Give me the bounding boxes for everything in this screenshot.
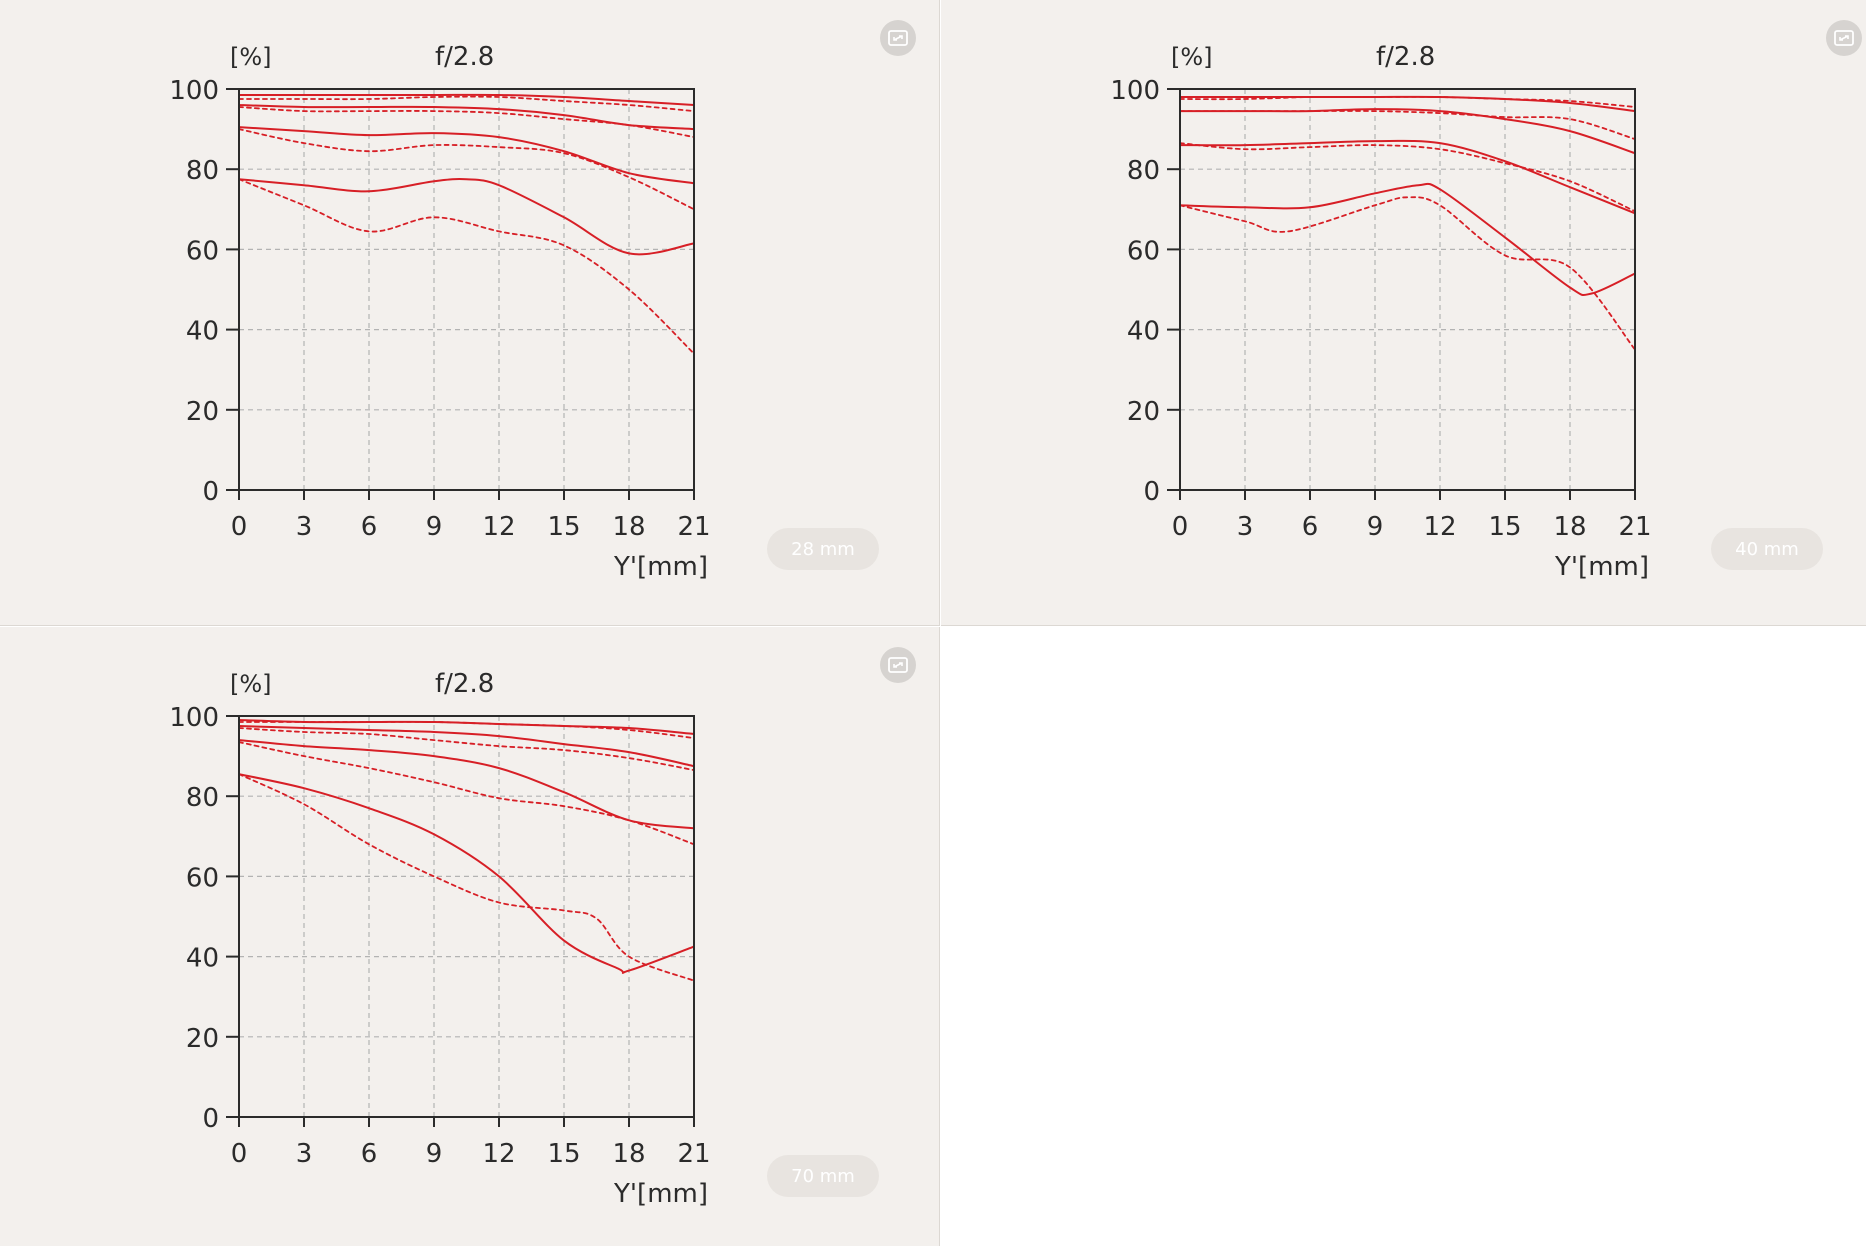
mtf-chart: 0 3 6 9 12 15 18 21 0 20 40 60 80 100 [%] f/2.8 Y'[mm] — [169, 42, 710, 582]
y-tick-label: 100 — [1110, 76, 1160, 106]
y-axis-label: [%] — [1171, 43, 1213, 71]
y-tick-label: 20 — [1127, 397, 1160, 427]
x-tick-label: 6 — [361, 1139, 378, 1169]
chart-panel-70mm: 0 3 6 9 12 15 18 21 0 20 40 60 80 100 [%] f/2.8 Y'[mm] 7… — [0, 627, 940, 1246]
y-tick-label: 0 — [202, 477, 219, 507]
focal-length-badge[interactable]: 28 mm — [767, 528, 879, 570]
x-tick-label: 6 — [1302, 512, 1319, 542]
mtf-series-dashed — [1179, 110, 1636, 140]
x-tick-label: 12 — [1423, 512, 1456, 542]
x-tick-label: 3 — [296, 512, 313, 542]
mtf-series-solid — [238, 177, 695, 256]
plot-frame — [238, 715, 695, 1118]
mtf-series-dashed — [238, 727, 695, 771]
mtf-series-solid — [238, 126, 695, 185]
mtf-series-dashed — [238, 106, 695, 138]
mtf-series-solid — [238, 773, 695, 974]
x-tick-label: 15 — [547, 1139, 580, 1169]
x-tick-label: 18 — [612, 1139, 645, 1169]
x-tick-label: 15 — [1488, 512, 1521, 542]
mtf-series-dashed — [238, 720, 695, 739]
y-tick-label: 60 — [186, 863, 219, 893]
x-tick-label: 21 — [677, 512, 710, 542]
expand-button[interactable] — [1826, 20, 1862, 56]
expand-button[interactable] — [880, 20, 916, 56]
plot-frame — [238, 88, 695, 491]
y-tick-label: 0 — [202, 1104, 219, 1134]
y-axis-label: [%] — [230, 43, 272, 71]
x-tick-label: 3 — [296, 1139, 313, 1169]
x-tick-label: 3 — [1237, 512, 1254, 542]
x-tick-label: 21 — [1618, 512, 1651, 542]
x-tick-label: 18 — [1553, 512, 1586, 542]
x-tick-label: 12 — [482, 1139, 515, 1169]
plot-frame — [1179, 88, 1636, 491]
y-tick-label: 100 — [169, 703, 219, 733]
mtf-series-dashed — [1179, 196, 1636, 351]
mtf-series-solid — [1179, 108, 1636, 155]
x-axis-label: Y'[mm] — [613, 1179, 708, 1209]
x-tick-label: 12 — [482, 512, 515, 542]
y-tick-label: 60 — [186, 236, 219, 266]
x-tick-label: 15 — [547, 512, 580, 542]
x-tick-label: 21 — [677, 1139, 710, 1169]
mtf-series-solid — [238, 725, 695, 768]
mtf-series-dashed — [238, 95, 695, 112]
expand-button[interactable] — [880, 647, 916, 683]
chart-title: f/2.8 — [1376, 42, 1435, 72]
x-tick-label: 0 — [1172, 512, 1189, 542]
x-tick-label: 0 — [231, 1139, 248, 1169]
expand-icon — [888, 30, 908, 46]
chart-panel-40mm: 0 3 6 9 12 15 18 21 0 20 40 60 80 100 [%] f/2.8 Y'[mm] 4… — [941, 0, 1866, 626]
mtf-series-dashed — [1179, 142, 1636, 213]
focal-length-badge[interactable]: 70 mm — [767, 1155, 879, 1197]
mtf-series-solid — [238, 739, 695, 830]
x-tick-label: 9 — [1367, 512, 1384, 542]
y-tick-label: 40 — [1127, 317, 1160, 347]
chart-title: f/2.8 — [435, 669, 494, 699]
x-axis-label: Y'[mm] — [1554, 552, 1649, 582]
mtf-series-solid — [238, 93, 695, 106]
x-tick-label: 9 — [426, 1139, 443, 1169]
y-tick-label: 0 — [1143, 477, 1160, 507]
expand-icon — [1834, 30, 1854, 46]
y-tick-label: 40 — [186, 317, 219, 347]
y-tick-label: 100 — [169, 76, 219, 106]
y-tick-label: 80 — [186, 156, 219, 186]
mtf-series-dashed — [238, 741, 695, 846]
mtf-series-dashed — [238, 128, 695, 211]
mtf-series-dashed — [238, 178, 695, 355]
chart-panel-28mm: 0 3 6 9 12 15 18 21 0 20 40 60 80 100 [%] f/2.8 Y'[mm] 2… — [0, 0, 940, 626]
y-tick-label: 60 — [1127, 236, 1160, 266]
y-tick-label: 20 — [186, 1024, 219, 1054]
x-tick-label: 18 — [612, 512, 645, 542]
y-tick-label: 80 — [1127, 156, 1160, 186]
y-tick-label: 20 — [186, 397, 219, 427]
mtf-chart: 0 3 6 9 12 15 18 21 0 20 40 60 80 100 [%] f/2.8 Y'[mm] — [1110, 42, 1651, 582]
mtf-series-dashed — [238, 773, 695, 982]
x-tick-label: 0 — [231, 512, 248, 542]
expand-icon — [888, 657, 908, 673]
mtf-series-solid — [1179, 139, 1636, 215]
mtf-series-dashed — [1179, 95, 1636, 108]
x-tick-label: 9 — [426, 512, 443, 542]
x-axis-label: Y'[mm] — [613, 552, 708, 582]
mtf-chart: 0 3 6 9 12 15 18 21 0 20 40 60 80 100 [%] f/2.8 Y'[mm] — [169, 669, 710, 1209]
mtf-series-solid — [1179, 182, 1636, 297]
focal-length-badge[interactable]: 40 mm — [1711, 528, 1823, 570]
y-axis-label: [%] — [230, 670, 272, 698]
y-tick-label: 80 — [186, 783, 219, 813]
x-tick-label: 6 — [361, 512, 378, 542]
y-tick-label: 40 — [186, 944, 219, 974]
chart-title: f/2.8 — [435, 42, 494, 72]
